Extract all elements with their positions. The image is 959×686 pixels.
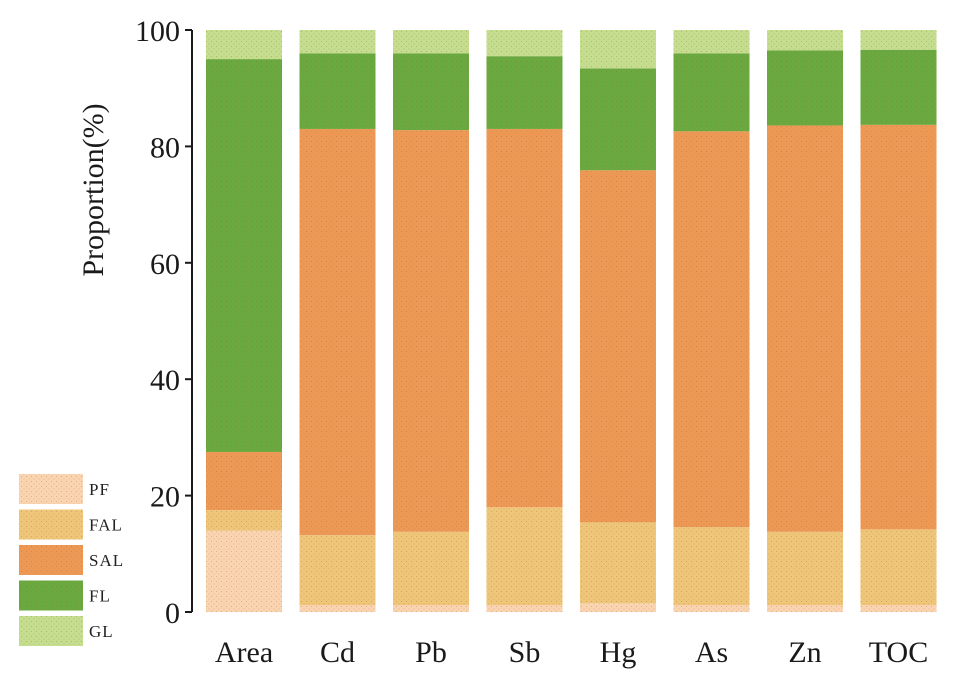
bar-texture [580, 30, 656, 69]
y-tick-label: 20 [150, 481, 180, 514]
y-tick-label: 100 [135, 15, 180, 48]
bar-texture [860, 49, 937, 125]
bar-texture [580, 170, 656, 523]
bar-texture [486, 56, 563, 129]
bar-stack-pb [393, 30, 469, 612]
x-tick-label: Sb [509, 636, 541, 669]
x-tick-label: Area [215, 636, 273, 669]
legend-swatch-texture [19, 545, 83, 575]
x-axis-labels: Area Cd Pb Sb Hg As Zn TOC [215, 636, 928, 669]
bar-texture [299, 535, 376, 606]
bar-texture [673, 527, 750, 606]
legend-swatch-texture [19, 580, 83, 611]
bar-texture [860, 30, 937, 50]
bar-texture [580, 522, 656, 604]
bar-texture [767, 125, 843, 532]
bar-texture [299, 53, 376, 129]
y-tick-label: 80 [150, 131, 180, 164]
legend: PF FAL SAL FL GL [19, 474, 124, 646]
bar-texture [486, 30, 563, 57]
bar-texture [860, 529, 937, 606]
bar-texture [486, 128, 563, 508]
x-tick-label: Zn [788, 636, 821, 669]
legend-item-gl: GL [19, 616, 114, 646]
bar-texture [206, 530, 282, 612]
bar-texture [580, 603, 656, 612]
bar-texture [767, 531, 843, 606]
legend-item-fal: FAL [19, 509, 123, 540]
bar-texture [767, 50, 843, 126]
legend-swatch-texture [19, 509, 83, 540]
bar-stack-toc [860, 30, 937, 612]
bar-stack-hg [580, 30, 656, 612]
legend-item-sal: SAL [19, 545, 124, 575]
bar-stack-cd [299, 30, 376, 612]
bar-texture [299, 30, 376, 54]
y-tick-label: 40 [150, 364, 180, 397]
bar-texture [767, 30, 843, 51]
bar-texture [860, 124, 937, 530]
bar-texture [673, 30, 750, 54]
bar-texture [486, 507, 563, 606]
bars-group [206, 30, 937, 612]
bar-texture [299, 605, 376, 612]
bar-texture [673, 53, 750, 132]
bar-stack-as [673, 30, 750, 612]
legend-swatch-texture [19, 474, 83, 504]
legend-label: PF [89, 480, 110, 499]
bar-texture [393, 30, 469, 54]
y-tick-label: 60 [150, 248, 180, 281]
bar-texture [206, 59, 282, 452]
legend-item-pf: PF [19, 474, 110, 504]
bar-texture [393, 605, 469, 612]
bar-texture [673, 131, 750, 528]
bar-texture [393, 130, 469, 532]
legend-label: FL [89, 587, 111, 606]
y-tick-label: 0 [165, 597, 180, 630]
bar-stack-zn [767, 30, 843, 612]
legend-label: SAL [89, 551, 124, 570]
bar-texture [486, 605, 563, 612]
y-axis-title: Proportion(%) [77, 103, 110, 276]
bar-texture [299, 128, 376, 536]
bar-texture [393, 53, 469, 131]
bar-stack-sb [486, 30, 563, 612]
legend-swatch-texture [19, 616, 83, 646]
bar-texture [767, 605, 843, 612]
bar-texture [206, 30, 282, 60]
legend-label: FAL [89, 516, 123, 535]
x-tick-label: Hg [600, 636, 637, 669]
x-tick-label: TOC [869, 636, 928, 669]
legend-label: GL [89, 622, 114, 641]
bar-stack-area [206, 30, 282, 612]
bar-texture [860, 605, 937, 612]
legend-item-fl: FL [19, 580, 111, 611]
x-tick-label: Pb [415, 636, 447, 669]
bar-texture [393, 531, 469, 606]
bar-texture [206, 510, 282, 531]
x-tick-label: As [695, 636, 728, 669]
bar-texture [206, 451, 282, 511]
bar-texture [673, 605, 750, 612]
x-tick-label: Cd [320, 636, 355, 669]
y-axis: 0 20 40 60 80 100 [135, 15, 193, 630]
bar-texture [580, 68, 656, 171]
